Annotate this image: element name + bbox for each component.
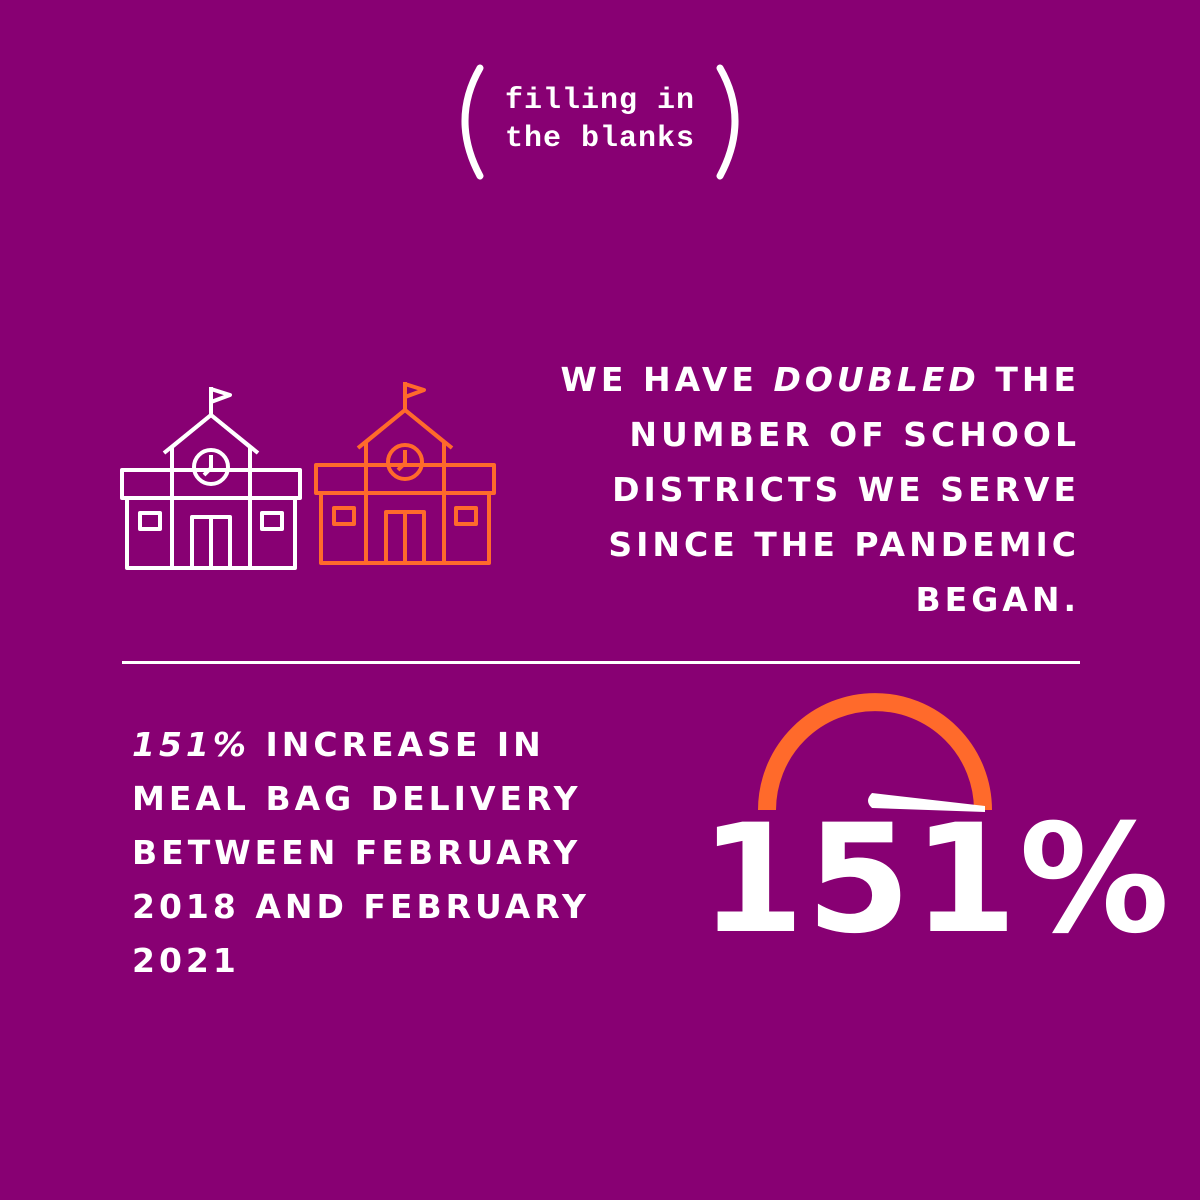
logo-line: filling in [504,84,696,118]
gauge-arc [758,693,992,811]
logo-line: the blanks [504,122,696,156]
text-line: DISTRICTS WE SERVE [612,470,1080,509]
text: THE [995,360,1080,399]
text-line: 2021 [132,941,240,980]
stat-1-text: WE HAVE DOUBLED THE NUMBER OF SCHOOL DIS… [561,352,1080,627]
divider [122,661,1080,664]
text-line: 2018 AND FEBRUARY [132,887,590,926]
emphasis: 151% [132,725,250,764]
stat-2-text: 151% INCREASE IN MEAL BAG DELIVERY BETWE… [132,718,590,988]
logo-brackets [461,64,739,180]
gauge-needle [868,793,985,812]
logo: filling in the blanks [450,60,750,180]
text-line: 151% INCREASE IN [132,718,590,772]
school-icon-white [120,385,302,570]
text-line: NUMBER OF SCHOOL [629,415,1080,454]
text-line: MEAL BAG DELIVERY [132,779,582,818]
text-line: BEGAN. [915,580,1080,619]
text: WE HAVE [560,360,758,399]
emphasis: DOUBLED [773,360,980,399]
big-figure: 151% [700,793,1172,967]
text-line: SINCE THE PANDEMIC [608,525,1080,564]
text-line: WE HAVE DOUBLED THE [561,352,1080,407]
text-line: BETWEEN FEBRUARY [132,833,582,872]
school-icon-orange [314,380,496,565]
text: INCREASE IN [265,725,545,764]
